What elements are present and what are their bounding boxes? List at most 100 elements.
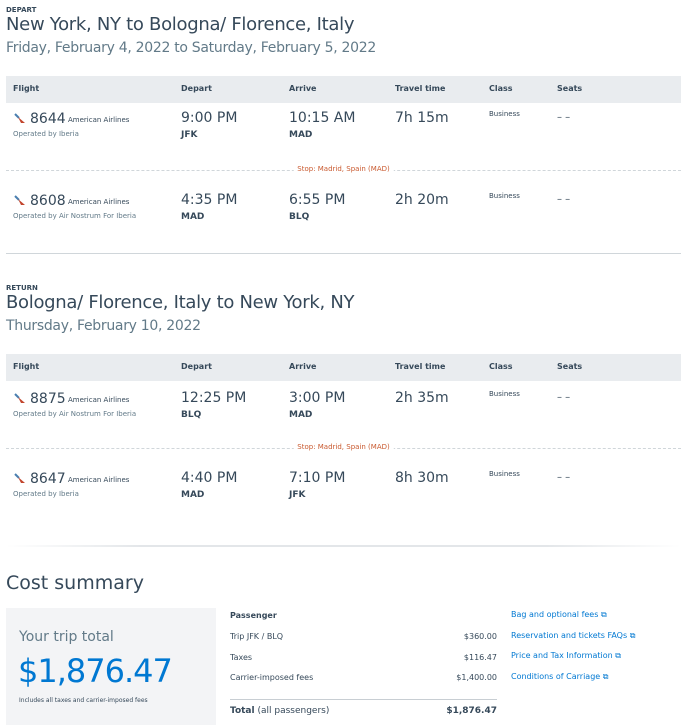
depart-airport: BLQ: [181, 410, 202, 420]
travel-time: 2h 35m: [395, 390, 449, 406]
route-title: Bologna/ Florence, Italy to New York, NY: [6, 292, 355, 313]
arrive-airport: MAD: [289, 130, 313, 140]
stop-info: Stop: Madrid, Spain (MAD): [293, 443, 394, 451]
flight-number[interactable]: 8608: [30, 193, 66, 209]
operated-by: Operated by Air Nostrum For Iberia: [13, 410, 137, 418]
depart-airport: MAD: [181, 490, 205, 500]
section-label: RETURN: [6, 284, 38, 292]
external-link-icon: ⧉: [600, 610, 607, 619]
info-link[interactable]: Conditions of Carriage ⧉: [511, 672, 608, 682]
seats: – –: [557, 392, 571, 403]
flight-number[interactable]: 8644: [30, 111, 66, 127]
travel-date: Thursday, February 10, 2022: [6, 318, 201, 334]
section-label: DEPART: [6, 6, 37, 14]
flight-row: 8608 American Airlines Operated by Air N…: [6, 192, 681, 242]
total-sub: (all passengers): [257, 706, 330, 716]
column-header: Depart: [181, 84, 212, 93]
external-link-icon: ⧉: [629, 630, 636, 640]
info-link[interactable]: Bag and optional fees ⧉: [511, 610, 607, 620]
includes-note: Includes all taxes and carrier-imposed f…: [19, 697, 148, 704]
flight-number[interactable]: 8647: [30, 471, 66, 487]
cost-line-label: Trip JFK / BLQ: [230, 632, 284, 641]
stop-divider: Stop: Madrid, Spain (MAD): [6, 443, 681, 458]
column-header: Seats: [557, 84, 583, 93]
total-label: Total: [230, 706, 255, 716]
american-airlines-logo-icon: [14, 195, 25, 205]
table-header: Flight Depart Arrive Travel time Class Seats: [6, 354, 681, 381]
flight-row: 8647 American Airlines Operated by Iberi…: [6, 470, 681, 520]
cost-summary-title: Cost summary: [6, 572, 144, 594]
arrive-airport: BLQ: [289, 212, 310, 222]
cost-line-amount: $360.00: [463, 632, 497, 641]
class: Business: [489, 192, 520, 200]
airline-name: American Airlines: [68, 116, 130, 124]
arrive-time: 7:10 PM: [289, 470, 346, 486]
column-header: Travel time: [395, 362, 446, 371]
arrive-time: 10:15 AM: [289, 110, 356, 126]
column-header: Flight: [13, 84, 40, 93]
flight-number[interactable]: 8875: [30, 391, 66, 407]
american-airlines-logo-icon: [14, 113, 25, 123]
column-header: Arrive: [289, 362, 317, 371]
column-header: Arrive: [289, 84, 317, 93]
external-link-icon: ⧉: [602, 672, 609, 682]
link-text: Conditions of Carriage: [511, 672, 601, 682]
divider: [6, 545, 681, 547]
arrive-time: 6:55 PM: [289, 192, 346, 208]
class: Business: [489, 390, 520, 398]
arrive-airport: MAD: [289, 410, 313, 420]
depart-airport: MAD: [181, 212, 205, 222]
external-link-icon: ⧉: [615, 651, 621, 661]
arrive-time: 3:00 PM: [289, 390, 346, 406]
trip-total-label: Your trip total: [19, 629, 114, 645]
arrive-airport: JFK: [289, 490, 306, 500]
operated-by: Operated by Air Nostrum For Iberia: [13, 212, 137, 220]
divider: [6, 253, 681, 254]
seats: – –: [557, 194, 571, 205]
airline-name: American Airlines: [68, 396, 130, 404]
column-header: Depart: [181, 362, 212, 371]
cost-line-label: Carrier-imposed fees: [230, 673, 314, 682]
link-text: Bag and optional fees: [511, 610, 599, 619]
trip-total-box: Your trip total $1,876.47 Includes all t…: [6, 608, 216, 725]
airline-name: American Airlines: [68, 198, 130, 206]
depart-time: 4:35 PM: [181, 192, 238, 208]
divider: [230, 699, 497, 700]
depart-time: 4:40 PM: [181, 470, 238, 486]
cost-line-amount: $1,400.00: [456, 673, 497, 682]
column-header: Class: [489, 84, 513, 93]
route-title: New York, NY to Bologna/ Florence, Italy: [6, 14, 355, 35]
column-header: Flight: [13, 362, 40, 371]
total-amount: $1,876.47: [446, 706, 497, 716]
flight-row: 8875 American Airlines Operated by Air N…: [6, 390, 681, 440]
stop-divider: Stop: Madrid, Spain (MAD): [6, 165, 681, 180]
table-header: Flight Depart Arrive Travel time Class Seats: [6, 76, 681, 103]
seats: – –: [557, 112, 571, 123]
travel-date: Friday, February 4, 2022 to Saturday, Fe…: [6, 40, 376, 56]
stop-info: Stop: Madrid, Spain (MAD): [293, 165, 394, 173]
travel-time: 2h 20m: [395, 192, 449, 208]
link-text: Price and Tax Information: [511, 651, 613, 661]
seats: – –: [557, 472, 571, 483]
travel-time: 7h 15m: [395, 110, 449, 126]
cost-line-amount: $116.47: [463, 652, 497, 662]
cost-line-label: Taxes: [230, 652, 253, 662]
passenger-heading: Passenger: [230, 611, 277, 620]
column-header: Travel time: [395, 84, 446, 93]
american-airlines-logo-icon: [14, 393, 25, 403]
airline-name: American Airlines: [68, 476, 130, 484]
flight-row: 8644 American Airlines Operated by Iberi…: [6, 110, 681, 160]
travel-time: 8h 30m: [395, 470, 449, 486]
info-link[interactable]: Reservation and tickets FAQs ⧉: [511, 631, 635, 641]
depart-airport: JFK: [181, 130, 198, 140]
class: Business: [489, 470, 520, 478]
operated-by: Operated by Iberia: [13, 490, 79, 498]
depart-time: 12:25 PM: [181, 390, 247, 406]
class: Business: [489, 110, 520, 118]
depart-time: 9:00 PM: [181, 110, 238, 126]
trip-total-amount: $1,876.47: [18, 652, 173, 690]
column-header: Class: [489, 362, 513, 371]
operated-by: Operated by Iberia: [13, 130, 79, 138]
info-link[interactable]: Price and Tax Information ⧉: [511, 651, 621, 661]
american-airlines-logo-icon: [14, 473, 25, 483]
